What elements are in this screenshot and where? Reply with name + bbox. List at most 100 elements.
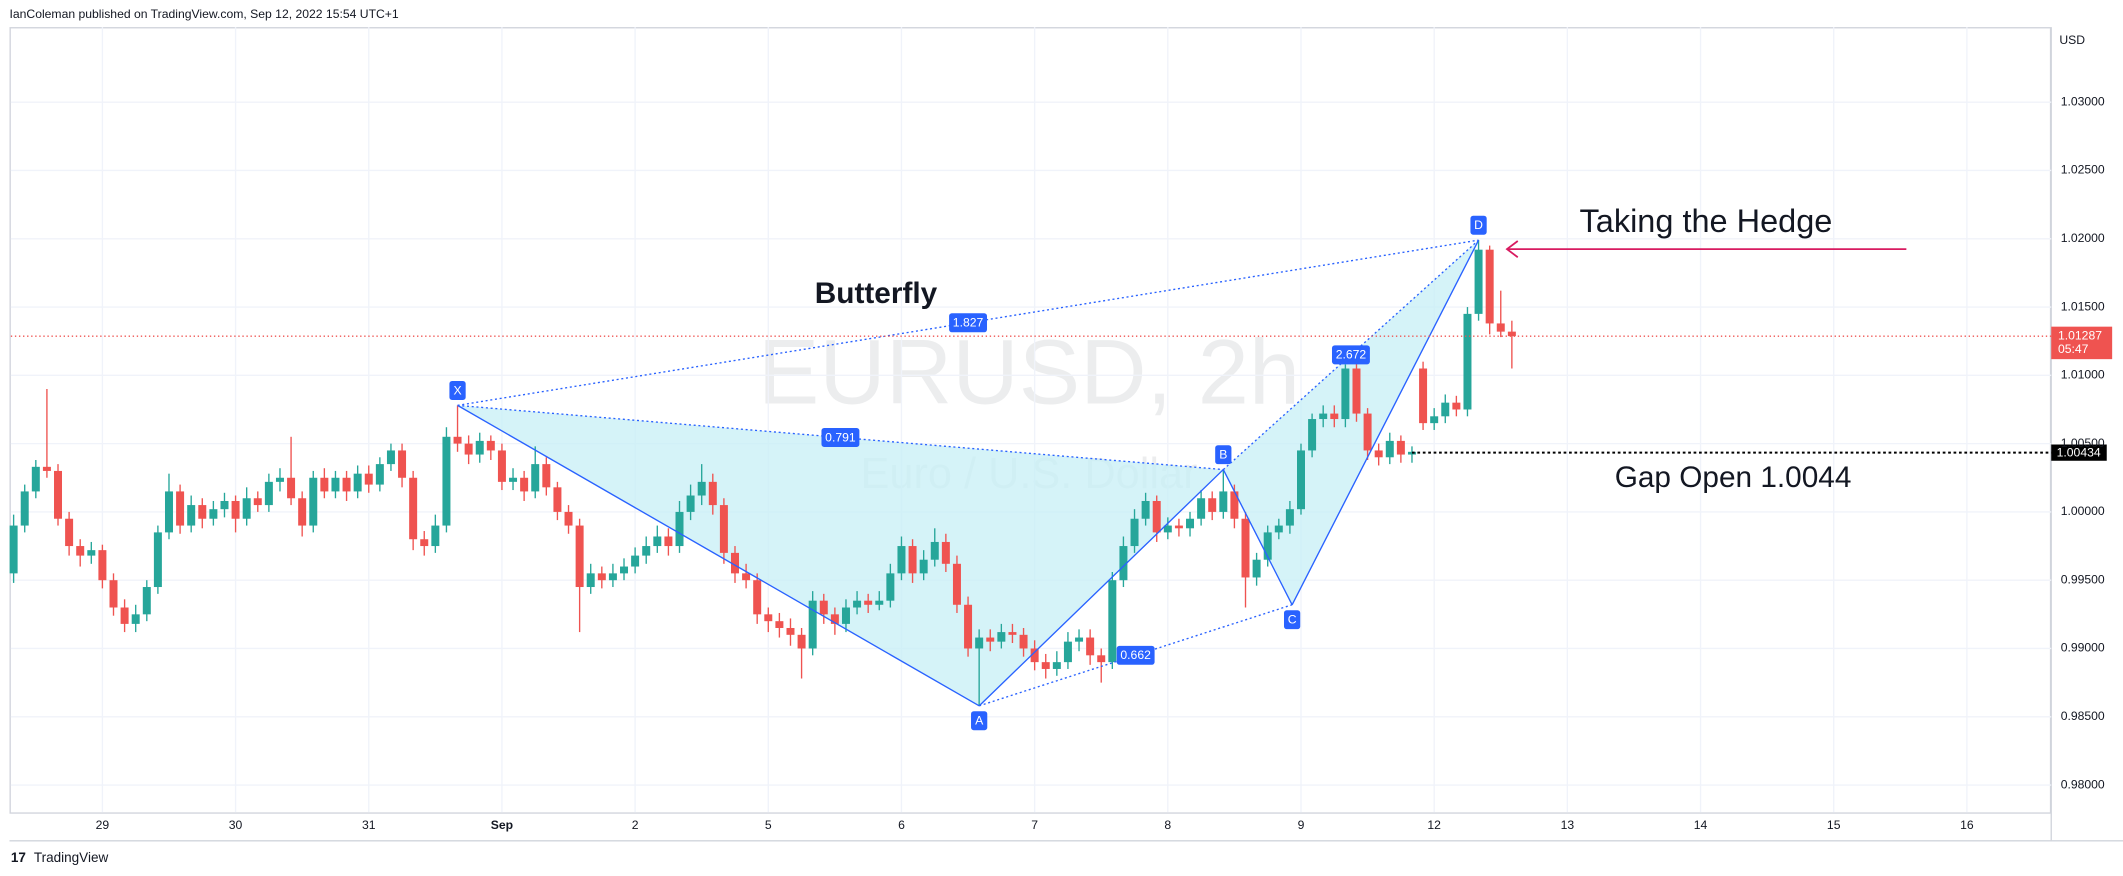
candle-body — [331, 477, 340, 492]
candle-body — [819, 600, 828, 615]
candle-body — [742, 573, 751, 581]
candle-body — [864, 600, 873, 605]
candle-body — [187, 505, 196, 526]
hedge-annotation: Taking the Hedge — [1580, 203, 1833, 239]
candle-body — [941, 541, 950, 564]
candle-body — [431, 525, 440, 547]
candle-body — [897, 546, 906, 574]
candle-body — [520, 477, 529, 492]
candle-body — [509, 477, 518, 482]
candle-body — [120, 607, 129, 624]
pattern-point-label: A — [975, 714, 984, 728]
ratio-box — [821, 427, 860, 447]
candle-body — [1030, 648, 1039, 663]
y-tick-label: 1.01500 — [2061, 299, 2105, 313]
candle-body — [109, 580, 118, 608]
candle-body — [1208, 498, 1217, 512]
candle-body — [1297, 450, 1305, 510]
watermark-symbol: EURUSD, 2h — [758, 320, 1300, 423]
candle-body — [1141, 500, 1150, 519]
candle-body — [31, 466, 40, 492]
gap-annotation: Gap Open 1.0044 — [1615, 461, 1852, 494]
candle-body — [497, 450, 506, 482]
candle-body — [1308, 419, 1317, 451]
candle-body — [1252, 559, 1261, 578]
candle-body — [453, 436, 462, 444]
candle-body — [1274, 525, 1283, 533]
candle-body — [1496, 323, 1505, 332]
candle-body — [853, 600, 862, 608]
candle-body — [730, 552, 739, 574]
candle-body — [231, 500, 240, 519]
candle-body — [264, 481, 273, 506]
pattern-title: Butterfly — [815, 277, 938, 310]
candle-body — [786, 627, 795, 635]
candle-body — [797, 634, 806, 649]
candle-body — [1241, 518, 1250, 578]
candle-body — [1086, 637, 1095, 656]
candle-body — [1285, 509, 1294, 526]
candle-body — [1452, 402, 1461, 410]
candle-body — [1263, 532, 1272, 560]
candle-body — [930, 541, 939, 560]
x-tick-label: 5 — [765, 818, 772, 832]
pattern-point-label: B — [1219, 448, 1227, 462]
candle-body — [1019, 634, 1028, 649]
y-tick-label: 1.02000 — [2061, 231, 2105, 245]
x-tick-label: 30 — [229, 818, 243, 832]
candle-body — [42, 466, 51, 471]
candle-body — [420, 539, 429, 547]
candle-body — [1396, 440, 1405, 455]
y-tick-label: 1.00500 — [2061, 436, 2105, 450]
ratio-box — [1116, 645, 1155, 665]
current-price-label: 1.01287 — [2058, 328, 2102, 342]
pattern-point-label: C — [1288, 613, 1297, 627]
candle-body — [675, 511, 684, 547]
candle-body — [87, 550, 96, 556]
pattern: 1.827 0.791 2.672 0.662 X A B C D — [449, 215, 1487, 731]
candle-body — [9, 525, 18, 574]
candle-body — [153, 532, 162, 588]
candle-body — [608, 573, 617, 581]
candle-body — [753, 580, 762, 615]
candle-body — [708, 481, 717, 506]
brand-logo: 17 — [11, 850, 26, 865]
hedge-arrowhead — [1505, 240, 1519, 258]
candle-body — [1419, 368, 1428, 424]
candle-body — [1063, 641, 1072, 663]
candle-body — [1041, 662, 1050, 669]
candle-body — [176, 491, 185, 526]
candle-body — [220, 500, 229, 510]
candle-body — [164, 491, 173, 533]
candle-body — [1330, 413, 1339, 420]
y-tick-label: 1.01000 — [2061, 368, 2105, 382]
candle-body — [664, 536, 673, 547]
pattern-point-label: X — [453, 383, 461, 397]
candle-body — [553, 487, 562, 512]
candle-body — [542, 464, 551, 488]
candle-body — [1075, 637, 1084, 642]
gap-label: 1.00434 — [2057, 446, 2101, 460]
pattern-point-box — [971, 711, 988, 731]
candle-body — [386, 450, 395, 465]
candle-body — [997, 632, 1006, 642]
candle-body — [287, 477, 296, 499]
candle-body — [320, 477, 329, 492]
y-tick-label: 1.03000 — [2061, 94, 2105, 108]
candle-body — [442, 436, 451, 526]
candle-body — [242, 498, 251, 519]
ratio-label: 1.827 — [953, 316, 984, 330]
candle-body — [597, 573, 606, 581]
candle-body — [697, 481, 706, 496]
candle-body — [631, 555, 640, 567]
candle-body — [1130, 518, 1139, 547]
candle-body — [841, 607, 850, 624]
candle-body — [1108, 580, 1117, 663]
candle-body — [1174, 525, 1183, 529]
candle-body — [1186, 518, 1195, 529]
pattern-point-box — [449, 381, 466, 400]
pattern-point-label: D — [1474, 218, 1483, 232]
x-tick-label: 31 — [362, 818, 376, 832]
candle-body — [1374, 450, 1383, 458]
